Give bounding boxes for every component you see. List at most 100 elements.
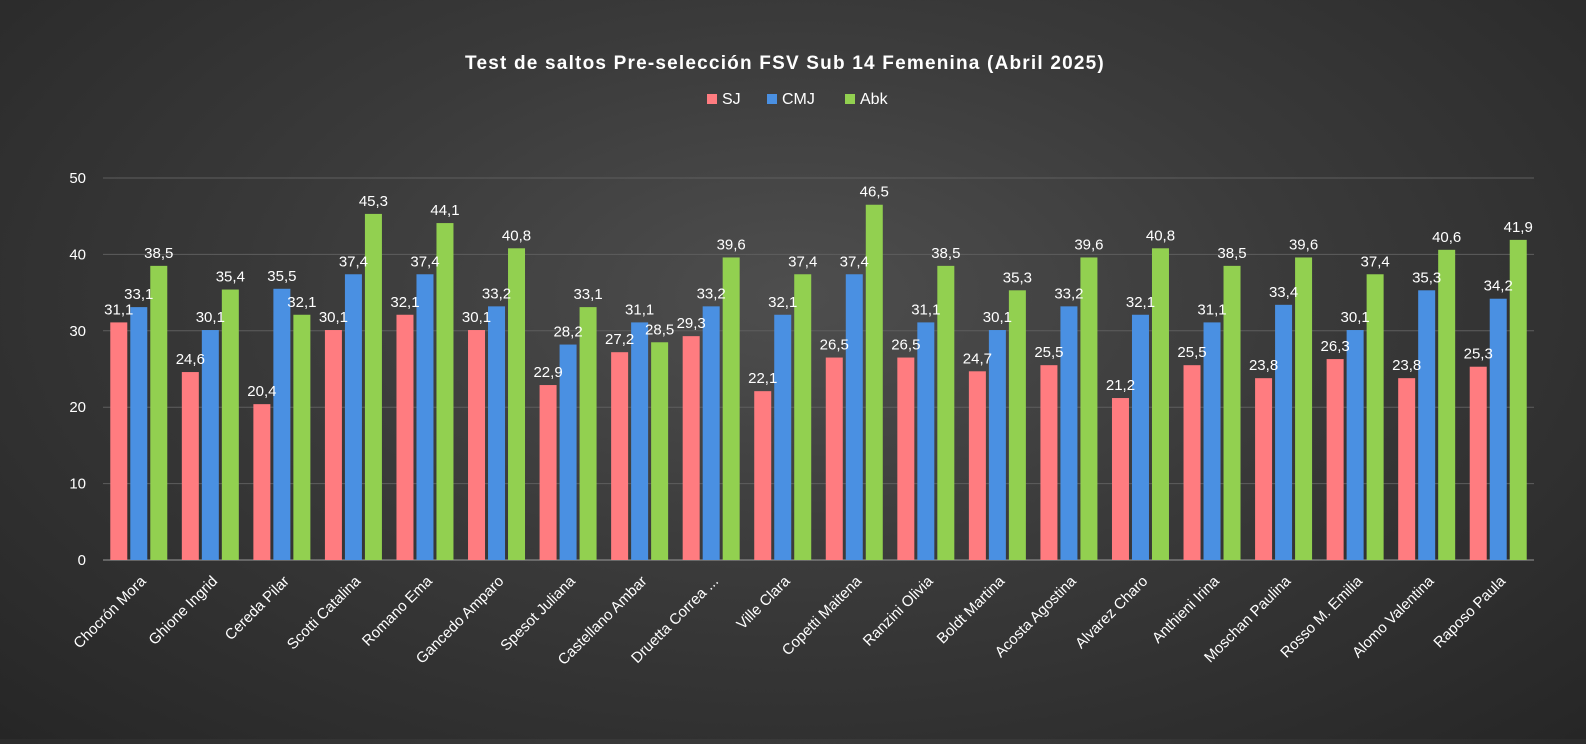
bar-sj (682, 336, 700, 560)
bar-cmj (559, 344, 577, 560)
bar-sj (968, 371, 986, 560)
y-tick-label: 40 (69, 246, 86, 263)
bar-cmj (273, 288, 291, 560)
data-label: 35,4 (216, 269, 245, 286)
data-label: 33,1 (124, 286, 153, 303)
data-label: 26,5 (820, 337, 849, 354)
bar-sj (181, 372, 199, 560)
bar-sj (1183, 365, 1201, 560)
data-label: 35,3 (1412, 269, 1441, 286)
data-label: 38,5 (144, 245, 173, 262)
bar-sj (611, 352, 629, 560)
bar-abk (436, 223, 454, 561)
data-label: 37,4 (339, 253, 368, 270)
data-label: 32,1 (390, 294, 419, 311)
data-label: 37,4 (1361, 253, 1390, 270)
data-label: 31,1 (1197, 301, 1226, 318)
x-tick-label: Ville Clara (733, 572, 794, 633)
data-label: 33,4 (1269, 284, 1298, 301)
legend-item-cmj: CMJ (767, 91, 815, 108)
data-label: 25,5 (1034, 344, 1063, 361)
x-tick-label: Cereda Pilar (222, 573, 293, 644)
x-tick-label: Chocrón Mora (70, 572, 150, 652)
bar-abk (1151, 248, 1169, 560)
bar-cmj (344, 274, 362, 560)
data-label: 25,3 (1464, 346, 1493, 363)
data-label: 41,9 (1504, 219, 1533, 236)
x-tick-label: Ghione Ingrid (145, 573, 221, 649)
data-label: 26,5 (891, 337, 920, 354)
data-label: 45,3 (359, 193, 388, 210)
data-label: 29,3 (677, 315, 706, 332)
data-label: 23,8 (1249, 357, 1278, 374)
data-label: 24,7 (963, 350, 992, 367)
data-label: 33,2 (482, 285, 511, 302)
bar-sj (1398, 378, 1416, 560)
data-label: 32,1 (1126, 294, 1155, 311)
data-label: 40,8 (1146, 227, 1175, 244)
bar-abk (579, 307, 597, 560)
bar-abk (1080, 257, 1098, 560)
data-label: 34,2 (1484, 278, 1513, 295)
bar-cmj (1418, 290, 1436, 560)
data-label: 21,2 (1106, 377, 1135, 394)
x-tick-label: Scotti Catalina (284, 572, 365, 653)
bar-abk (221, 289, 239, 560)
data-label: 20,4 (247, 383, 276, 400)
data-label: 44,1 (430, 202, 459, 219)
data-label: 38,5 (931, 245, 960, 262)
gridlines (103, 177, 1534, 561)
bar-cmj (201, 330, 219, 560)
legend-swatch (707, 94, 717, 104)
data-label: 46,5 (860, 184, 889, 201)
data-label: 30,1 (319, 309, 348, 326)
bar-sj (110, 322, 128, 560)
bar-cmj (130, 307, 148, 560)
bar-abk (1366, 274, 1384, 560)
data-label: 31,1 (911, 301, 940, 318)
data-label: 30,1 (983, 309, 1012, 326)
bar-sj (324, 330, 342, 560)
data-label: 35,3 (1003, 269, 1032, 286)
legend-item-sj: SJ (707, 91, 741, 108)
legend: SJ CMJ Abk (707, 91, 889, 108)
bar-cmj (1203, 322, 1221, 560)
bar-sj (1255, 378, 1273, 560)
y-tick-label: 50 (69, 170, 86, 187)
data-label: 28,2 (553, 324, 582, 341)
x-tick-label: Boldt Martina (934, 572, 1009, 647)
data-label: 31,1 (104, 301, 133, 318)
bars (110, 204, 1527, 561)
bar-sj (1111, 398, 1129, 560)
bar-sj (897, 357, 915, 560)
bar-abk (1295, 257, 1313, 560)
bar-cmj (702, 306, 720, 560)
data-label: 31,1 (625, 301, 654, 318)
data-label: 32,1 (768, 294, 797, 311)
bar-abk (150, 265, 168, 560)
data-label: 37,4 (840, 253, 869, 270)
legend-swatch (845, 94, 855, 104)
legend-swatch (767, 94, 777, 104)
bar-abk (722, 257, 740, 560)
data-label: 23,8 (1392, 357, 1421, 374)
data-label: 27,2 (605, 331, 634, 348)
data-label: 38,5 (1217, 245, 1246, 262)
data-label: 30,1 (462, 309, 491, 326)
bar-sj (468, 330, 486, 560)
bar-abk (364, 213, 382, 560)
bar-abk (937, 265, 955, 560)
bar-abk (1509, 239, 1527, 560)
bar-sj (253, 404, 271, 560)
legend-label: SJ (722, 91, 741, 108)
data-label: 39,6 (1074, 236, 1103, 253)
data-label: 37,4 (410, 253, 439, 270)
bar-abk (865, 204, 883, 561)
data-label: 30,1 (196, 309, 225, 326)
data-label: 32,1 (287, 294, 316, 311)
bar-abk (794, 274, 812, 560)
y-tick-label: 30 (69, 323, 86, 340)
bar-abk (1008, 290, 1026, 560)
